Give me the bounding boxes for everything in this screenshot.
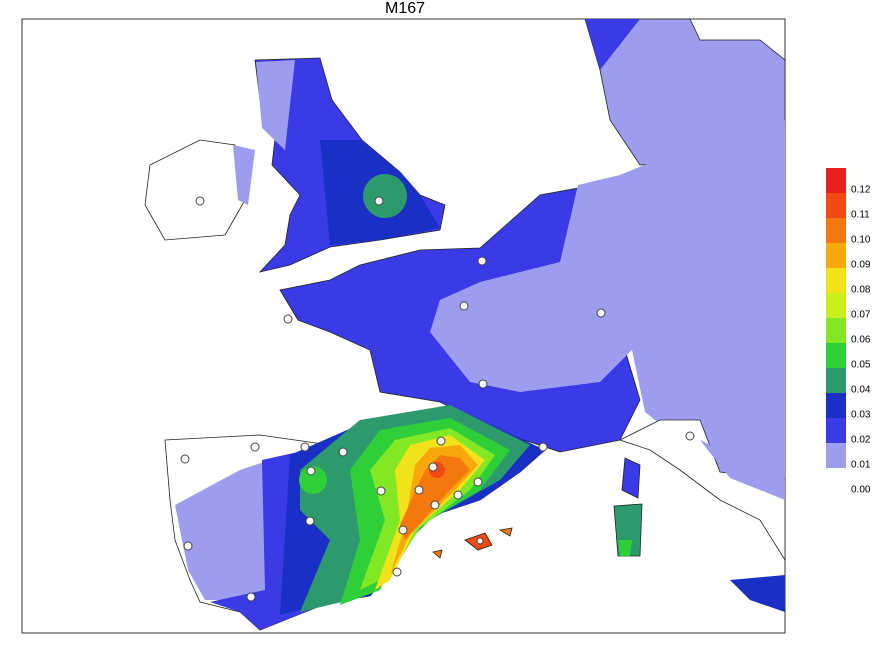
- map: [144, 18, 786, 631]
- legend-swatch: [826, 393, 846, 418]
- legend-swatch: [826, 343, 846, 368]
- legend-label: 0.04: [851, 385, 871, 396]
- legend-swatch: [826, 193, 846, 218]
- legend-label: 0.07: [851, 310, 871, 321]
- legend-swatch: [826, 168, 846, 193]
- legend-swatch: [826, 418, 846, 443]
- map-title: M167: [385, 0, 425, 17]
- legend-swatch: [826, 218, 846, 243]
- legend-label: 0.06: [851, 335, 871, 346]
- legend-label: 0.11: [851, 210, 870, 221]
- legend-label: 0.05: [851, 360, 871, 371]
- legend-label: 0.03: [851, 410, 871, 421]
- legend-label: 0.02: [851, 435, 871, 446]
- legend-label: 0.01: [851, 460, 871, 471]
- legend-swatch: [826, 368, 846, 393]
- legend-label: 0.12: [851, 185, 871, 196]
- legend-swatch: [826, 443, 846, 468]
- legend-swatch: [826, 318, 846, 343]
- legend-swatch: [826, 293, 846, 318]
- legend-swatch: [826, 268, 846, 293]
- legend-label: 0.10: [851, 235, 871, 246]
- legend-label: 0.08: [851, 285, 871, 296]
- legend-swatch: [826, 243, 846, 268]
- legend-label: 0.00: [851, 485, 871, 496]
- legend: 0.12 0.11 0.10 0.09 0.08 0.07 0.06 0.05 0.04 0.03…: [826, 168, 871, 496]
- legend-label: 0.09: [851, 260, 871, 271]
